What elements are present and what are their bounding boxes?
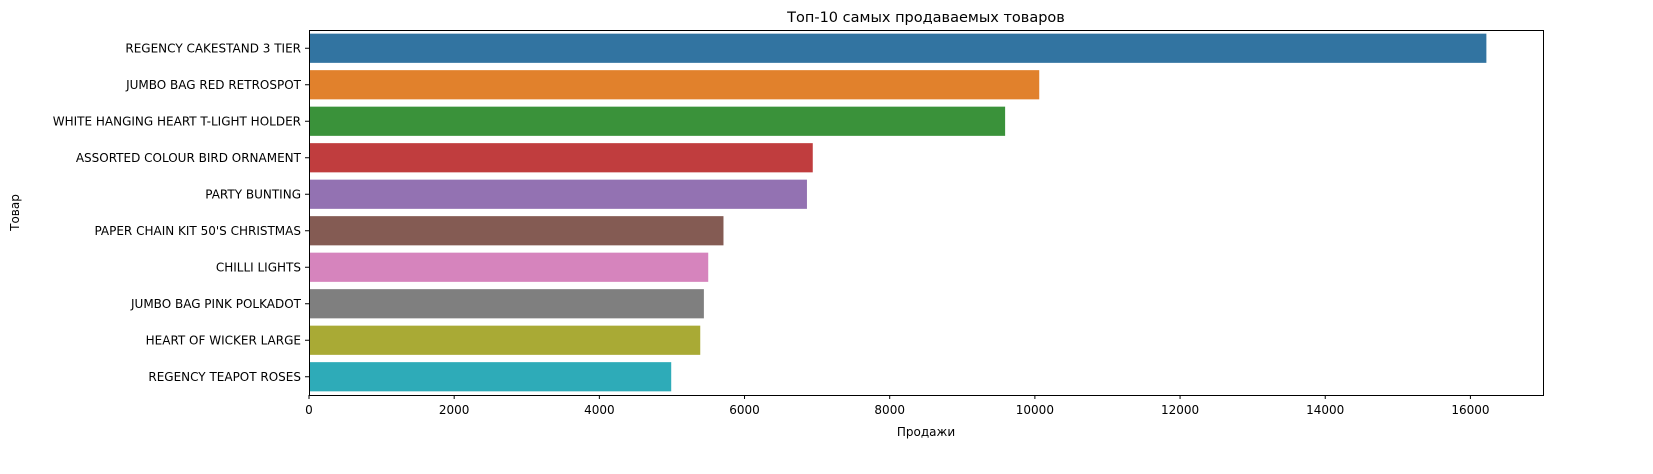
y-tick-label: PAPER CHAIN KIT 50'S CHRISTMAS <box>94 224 301 238</box>
bar <box>309 143 813 173</box>
x-tick-label: 6000 <box>729 403 760 417</box>
bar <box>309 33 1487 63</box>
y-tick-label: JUMBO BAG PINK POLKADOT <box>130 297 302 311</box>
y-tick-label: WHITE HANGING HEART T-LIGHT HOLDER <box>53 114 301 128</box>
x-tick-label: 14000 <box>1306 403 1344 417</box>
y-tick-label: HEART OF WICKER LARGE <box>146 333 301 347</box>
bar <box>309 362 672 392</box>
x-tick-label: 16000 <box>1451 403 1489 417</box>
y-tick-label: REGENCY TEAPOT ROSES <box>148 370 301 384</box>
chart-title: Топ-10 самых продаваемых товаров <box>786 10 1065 26</box>
x-tick-label: 10000 <box>1016 403 1054 417</box>
y-tick-label: REGENCY CAKESTAND 3 TIER <box>125 41 301 55</box>
bar <box>309 179 807 209</box>
x-tick-label: 0 <box>305 403 313 417</box>
x-axis-label: Продажи <box>897 425 955 439</box>
y-tick-label: PARTY BUNTING <box>205 187 301 201</box>
bar <box>309 252 709 282</box>
x-tick-label: 2000 <box>439 403 470 417</box>
bar <box>309 70 1040 100</box>
y-tick-label: CHILLI LIGHTS <box>216 260 301 274</box>
y-tick-label: ASSORTED COLOUR BIRD ORNAMENT <box>76 151 302 165</box>
bar <box>309 325 701 355</box>
plot-frame <box>309 30 1544 396</box>
bars-group <box>309 33 1487 392</box>
y-axis-label: Товар <box>8 194 22 232</box>
x-tick-label: 4000 <box>584 403 615 417</box>
bar <box>309 216 724 246</box>
bar <box>309 289 704 319</box>
x-tick-label: 12000 <box>1161 403 1199 417</box>
bar <box>309 106 1006 136</box>
y-ticks-group: REGENCY CAKESTAND 3 TIER JUMBO BAG RED RE… <box>53 41 309 384</box>
x-tick-label: 8000 <box>874 403 905 417</box>
x-ticks-group: 0 2000 4000 6000 8000 10000 12000 14000 16000 <box>305 395 1490 417</box>
y-tick-label: JUMBO BAG RED RETROSPOT <box>125 78 302 92</box>
